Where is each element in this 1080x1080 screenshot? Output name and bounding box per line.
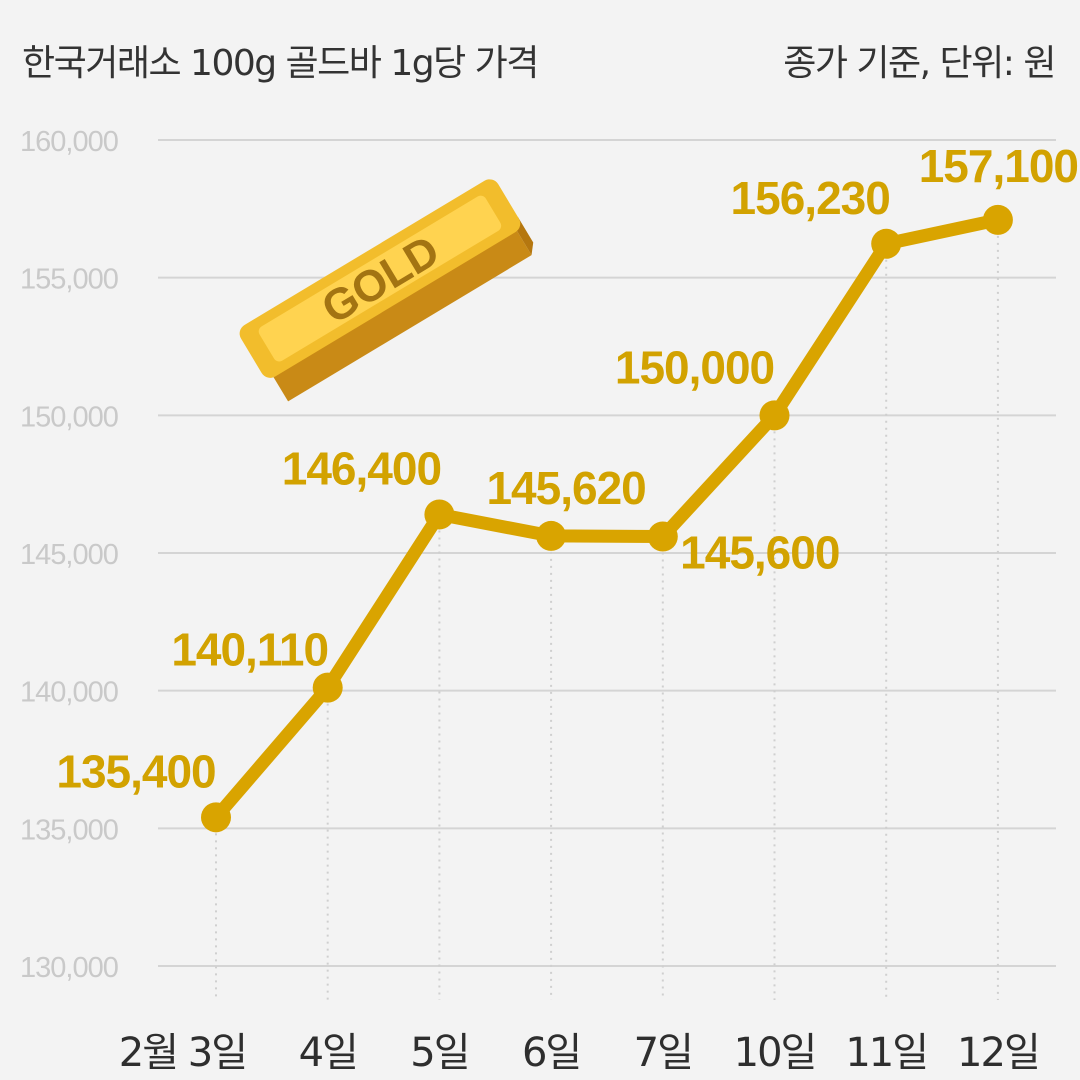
data-label: 145,600 xyxy=(680,526,839,578)
x-tick-label: 2월 3일 xyxy=(119,1030,246,1076)
chart-title: 한국거래소 100g 골드바 1g당 가격 xyxy=(22,43,538,84)
data-points xyxy=(201,204,1013,833)
data-label: 140,110 xyxy=(171,624,328,676)
data-point xyxy=(982,204,1013,235)
series-line xyxy=(209,213,1005,824)
x-tick-label: 7일 xyxy=(634,1030,692,1076)
gold-bar-icon: GOLD xyxy=(239,179,534,402)
y-tick-label: 135,000 xyxy=(20,814,118,846)
x-tick-label: 5일 xyxy=(410,1030,468,1076)
x-tick-label: 4일 xyxy=(299,1030,357,1076)
x-axis-ticks: 2월 3일 4일 5일 6일 7일 10일 11일 12일 xyxy=(119,1030,1041,1076)
y-tick-label: 160,000 xyxy=(20,126,118,158)
x-guide-lines xyxy=(215,235,999,1000)
y-tick-label: 140,000 xyxy=(20,677,118,709)
data-label: 150,000 xyxy=(615,341,774,393)
y-axis-ticks: 130,000 135,000 140,000 145,000 150,000 155,0… xyxy=(20,126,119,984)
data-labels: 135,400 140,110 146,400 145,620 145,600 150,0… xyxy=(56,140,1079,797)
data-point xyxy=(759,400,790,431)
x-tick-label: 12일 xyxy=(957,1030,1039,1076)
data-point xyxy=(536,520,567,551)
y-tick-label: 145,000 xyxy=(20,539,118,571)
x-tick-label: 11일 xyxy=(845,1030,927,1076)
data-label: 146,400 xyxy=(282,442,441,494)
x-tick-label: 10일 xyxy=(734,1030,816,1076)
data-point xyxy=(201,802,231,833)
grid-layer xyxy=(158,139,1056,967)
data-point xyxy=(424,499,455,530)
data-point xyxy=(647,521,678,552)
unit-note: 종가 기준, 단위: 원 xyxy=(783,43,1055,84)
data-label: 157,100 xyxy=(919,140,1078,192)
data-label: 145,620 xyxy=(486,462,645,514)
x-tick-label: 6일 xyxy=(522,1030,580,1076)
data-label: 156,230 xyxy=(731,172,890,224)
data-point xyxy=(312,672,343,703)
data-label: 135,400 xyxy=(56,745,215,797)
y-tick-label: 130,000 xyxy=(20,952,118,984)
y-tick-label: 150,000 xyxy=(20,401,118,433)
data-point xyxy=(871,228,902,259)
y-tick-label: 155,000 xyxy=(20,264,118,296)
